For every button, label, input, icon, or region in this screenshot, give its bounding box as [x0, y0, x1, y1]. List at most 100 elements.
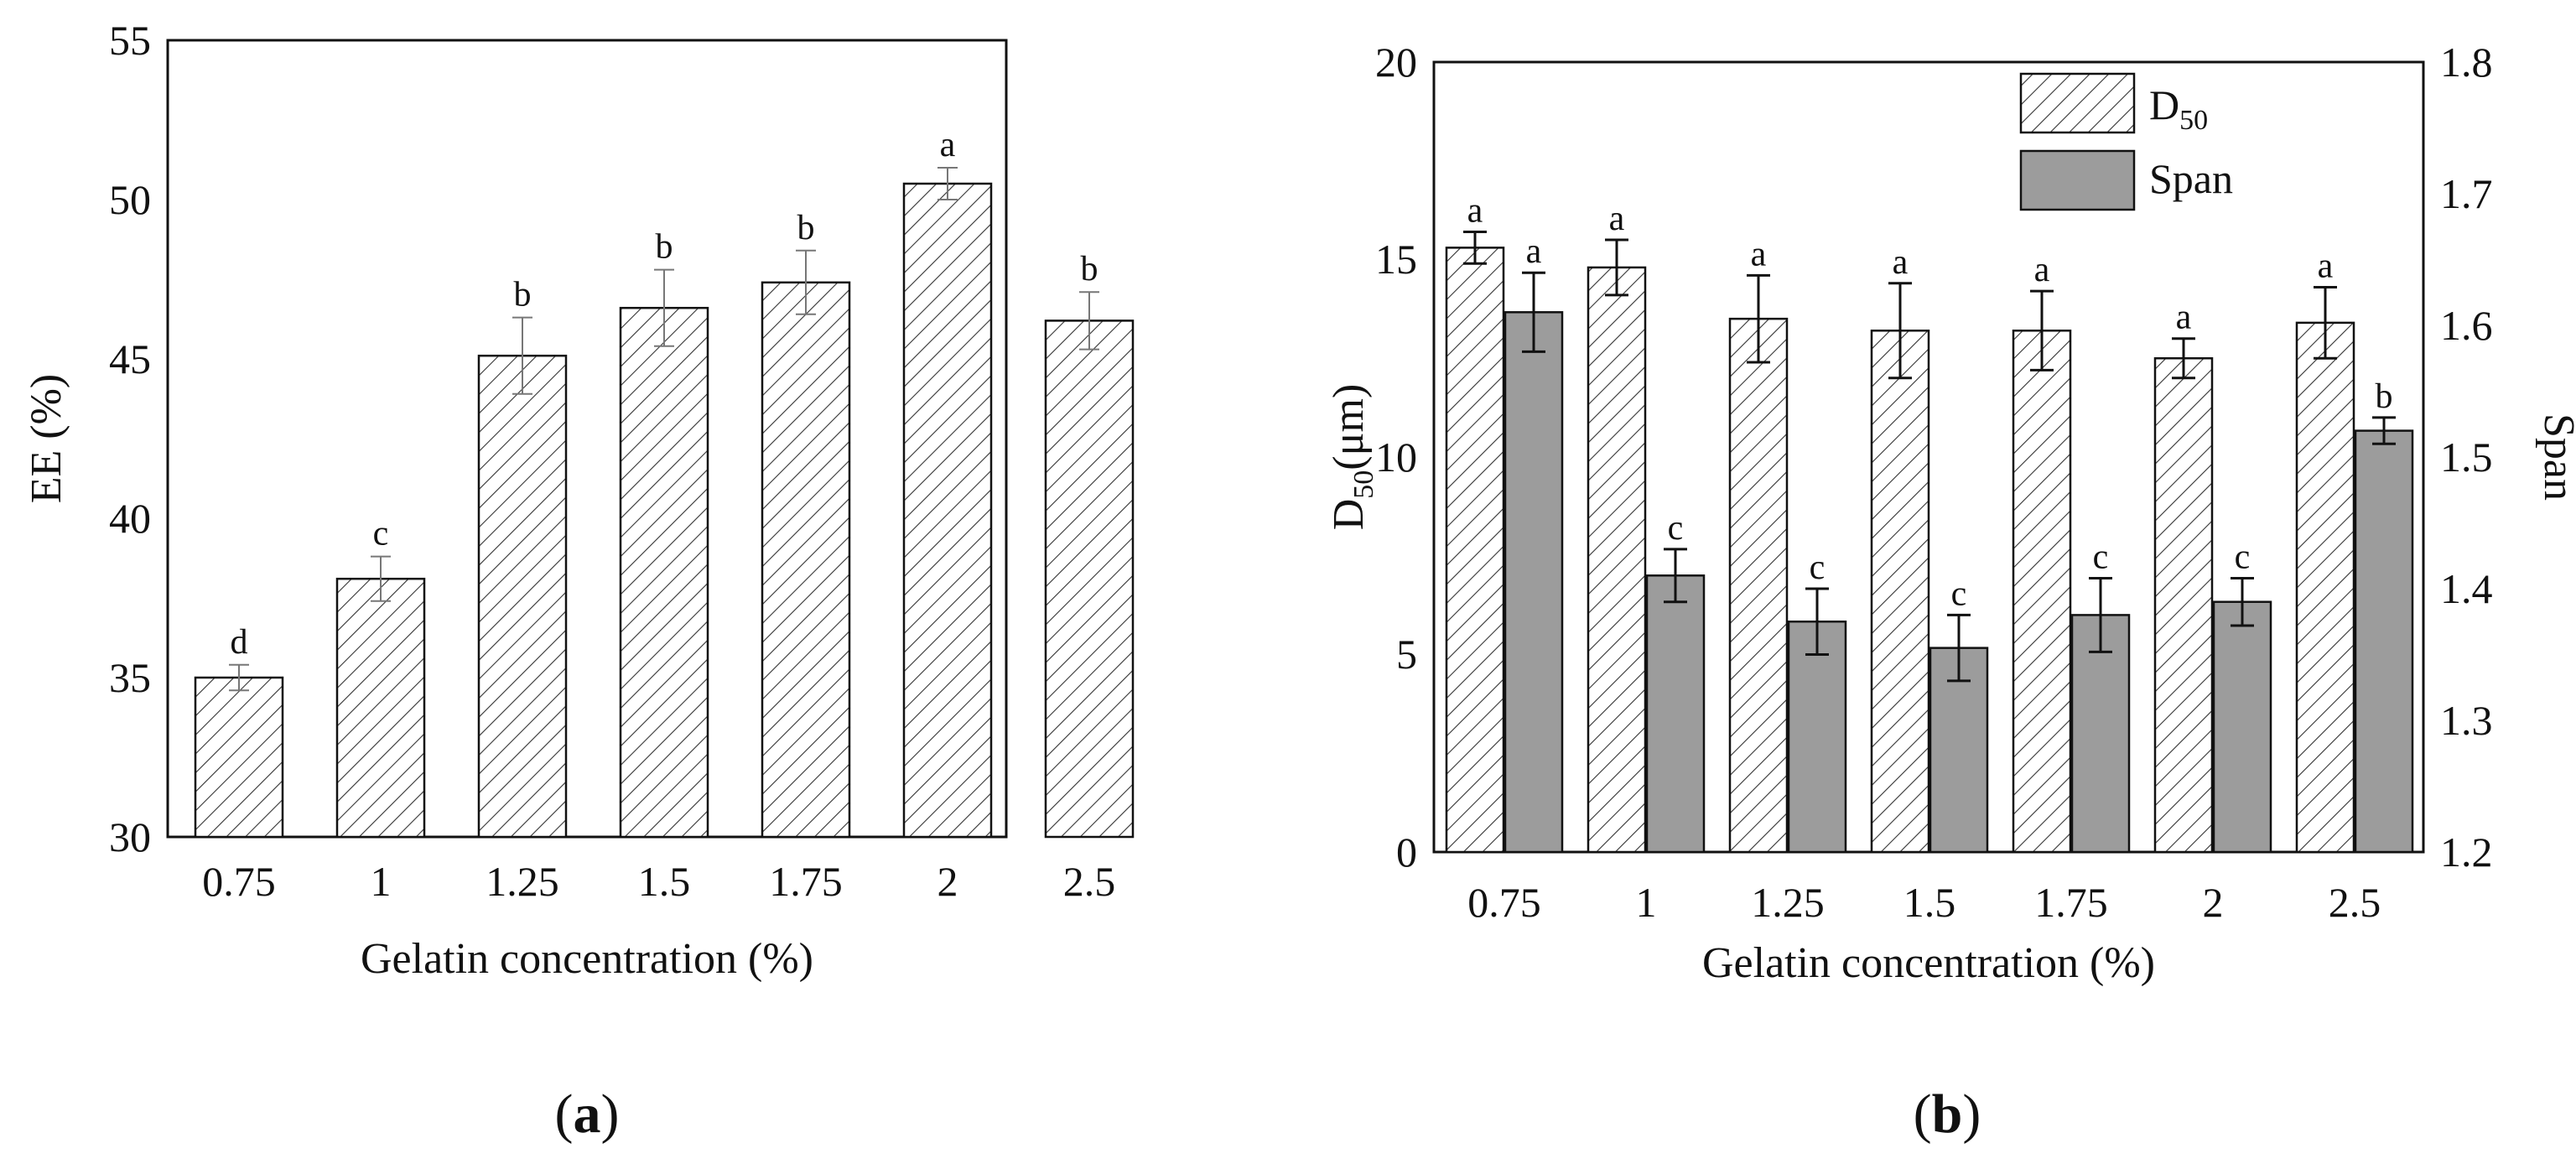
d50-significance-letter: a	[1467, 192, 1483, 231]
span-error-bar	[1947, 613, 1971, 683]
span-error-bar	[1664, 548, 1687, 604]
y2-tick-label: 1.4	[2440, 565, 2493, 612]
ee-significance-letter: a	[940, 126, 956, 164]
d50-bar	[1445, 247, 1505, 854]
panel-b-bars: a a a a a a a a c c c c c b	[1445, 192, 2414, 854]
x-tick-label: 1	[1636, 879, 1657, 926]
span-bar	[1645, 574, 1706, 854]
span-significance-letter: c	[1810, 548, 1826, 587]
x-tick-label: 0.75	[1467, 879, 1541, 926]
d50-significance-letter: a	[1609, 200, 1625, 238]
x-tick-label: 1.25	[1751, 879, 1825, 926]
d50-significance-letter: a	[2318, 247, 2334, 285]
y2-tick-label: 1.2	[2440, 829, 2493, 875]
panel-label-b: (b)	[1914, 1083, 1981, 1145]
y2-tick-label: 1.6	[2440, 302, 2493, 349]
span-significance-letter: c	[2235, 538, 2251, 576]
ee-bar	[902, 182, 993, 839]
x-tick-label: 1	[371, 858, 392, 905]
ee-error-bar	[937, 167, 958, 200]
span-bar	[2354, 429, 2414, 854]
span-significance-letter: c	[2093, 538, 2109, 576]
ee-error-bar	[512, 316, 532, 395]
d50-significance-letter: a	[1893, 243, 1909, 282]
y-axis-title-main: D	[1325, 499, 1373, 531]
span-error-bar	[2089, 576, 2112, 653]
ee-significance-letter: b	[656, 228, 673, 267]
d50-bar	[1587, 266, 1647, 854]
legend-swatch-d50	[2019, 72, 2136, 134]
panel-a-chart: 30 35 40 45 50 55 0.75 1 1.25 1.5 1.75 2…	[23, 17, 1135, 1145]
legend-label-d50: D50	[2149, 81, 2208, 136]
d50-error-bar	[1747, 273, 1770, 364]
d50-bar	[2295, 321, 2355, 854]
x-tick-label: 1.75	[769, 858, 843, 905]
span-error-bar	[1522, 271, 1545, 353]
panel-label-a: (a)	[555, 1083, 620, 1145]
y-axis-ticks: 30 35 40 45 50 55	[109, 17, 151, 860]
span-significance-letter: b	[2376, 377, 2393, 416]
y-tick-label: 55	[109, 17, 151, 64]
left-y-axis-ticks: 0 5 10 15 20	[1375, 39, 1417, 875]
x-tick-label: 2	[937, 858, 958, 905]
panel-label-open: (	[555, 1083, 574, 1145]
d50-error-bar	[2172, 337, 2195, 380]
ee-bar	[194, 676, 284, 839]
y-tick-label: 10	[1375, 434, 1417, 481]
d50-error-bar	[1605, 238, 1628, 297]
legend-swatch-span	[2019, 149, 2136, 211]
x-axis-title: Gelatin concentration (%)	[361, 935, 813, 983]
x-tick-label: 1.5	[1903, 879, 1956, 926]
ee-bar	[477, 354, 568, 839]
ee-significance-letter: c	[373, 515, 389, 553]
d50-bar	[2153, 357, 2214, 854]
y-tick-label: 5	[1396, 631, 1417, 678]
y-tick-label: 15	[1375, 236, 1417, 283]
panel-label-close: )	[601, 1083, 620, 1145]
y2-tick-label: 1.3	[2440, 697, 2493, 744]
span-bar	[1787, 621, 1847, 854]
x-tick-label: 0.75	[202, 858, 276, 905]
y-axis-title: EE (%)	[23, 374, 70, 503]
d50-bar	[1728, 317, 1789, 854]
y-tick-label: 30	[109, 813, 151, 860]
ee-error-bar	[796, 249, 816, 315]
x-tick-label: 1.25	[486, 858, 559, 905]
ee-significance-letter: b	[797, 209, 815, 247]
span-bar	[2212, 600, 2272, 854]
ee-bar	[761, 281, 851, 839]
d50-significance-letter: a	[1751, 235, 1767, 273]
y-axis-title-sub: 50	[1348, 470, 1379, 499]
ee-significance-letter: d	[231, 623, 248, 662]
y-tick-label: 0	[1396, 829, 1417, 875]
legend-label-span: Span	[2149, 155, 2233, 202]
right-y-axis-ticks: 1.2 1.3 1.4 1.5 1.6 1.7 1.8	[2440, 39, 2493, 875]
panel-label-letter: a	[574, 1083, 601, 1145]
span-error-bar	[1805, 587, 1829, 656]
panel-label-letter: b	[1932, 1083, 1963, 1145]
panel-b-chart: 0 5 10 15 20 1.2 1.3 1.4 1.5 1.6 1.7 1.8…	[1325, 39, 2576, 1145]
panel-label-close: )	[1962, 1083, 1981, 1145]
d50-significance-letter: a	[2034, 251, 2050, 289]
legend-label-d50-main: D	[2149, 81, 2179, 128]
d50-error-bar	[1463, 231, 1487, 265]
x-tick-label: 2	[2203, 879, 2224, 926]
x-tick-label: 2.5	[2329, 879, 2381, 926]
span-error-bar	[2372, 416, 2396, 445]
ee-significance-letter: b	[1081, 250, 1098, 288]
y-axis-title-rest: (μm)	[1325, 384, 1373, 470]
ee-error-bar	[1079, 291, 1099, 351]
y2-tick-label: 1.7	[2440, 170, 2493, 217]
span-error-bar	[2231, 576, 2254, 627]
ee-error-bar	[229, 663, 249, 692]
panel-label-open: (	[1914, 1083, 1932, 1145]
x-axis-ticks: 0.75 1 1.25 1.5 1.75 2 2.5	[202, 858, 1115, 905]
y2-tick-label: 1.5	[2440, 434, 2493, 481]
legend-label-d50-sub: 50	[2179, 105, 2208, 136]
d50-significance-letter: a	[2176, 299, 2192, 337]
span-bar	[1504, 311, 1564, 854]
span-bar	[2070, 614, 2131, 854]
d50-error-bar	[1888, 282, 1912, 380]
y-axis-title: D50(μm)	[1325, 384, 1379, 531]
